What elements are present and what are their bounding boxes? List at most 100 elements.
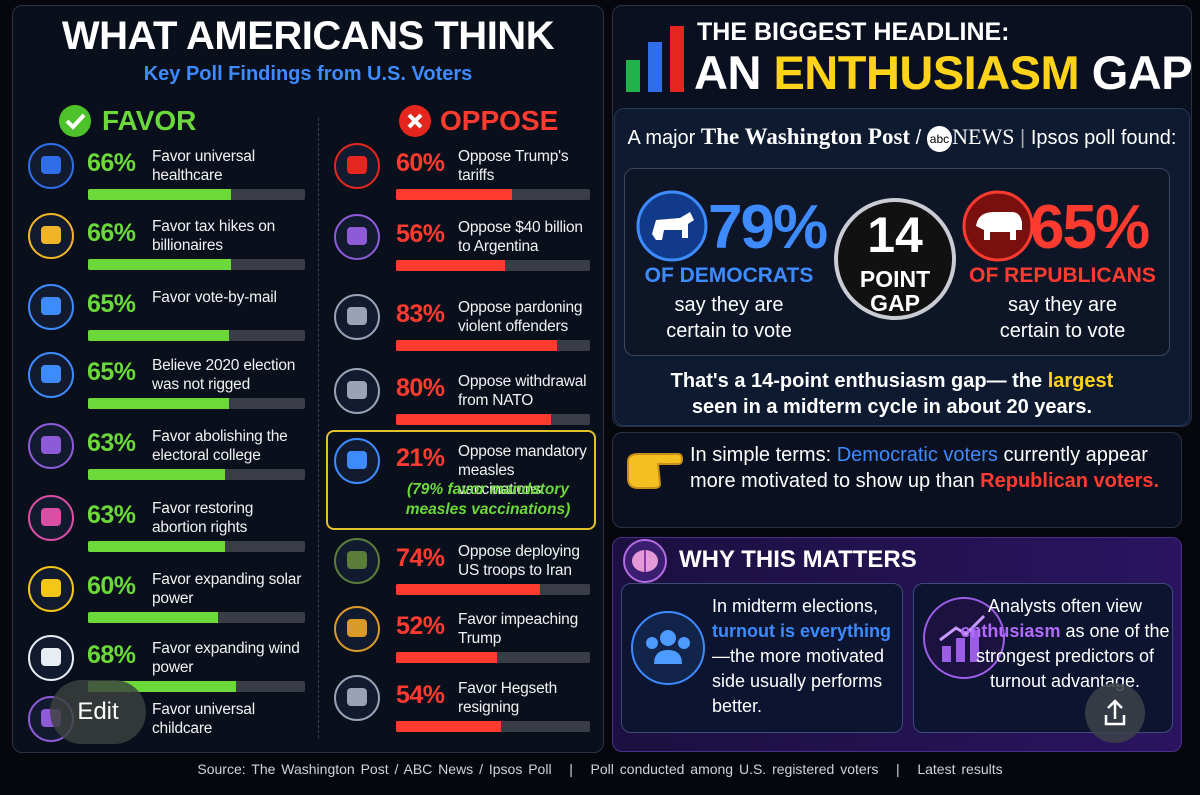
favor-header: FAVOR bbox=[102, 105, 197, 136]
row-icon-glyph bbox=[41, 297, 61, 315]
row-label: Favor universal healthcare bbox=[152, 148, 255, 184]
share-button[interactable] bbox=[1085, 683, 1145, 743]
bar-track bbox=[88, 612, 305, 623]
footer-source: Source: The Washington Post / ABC News /… bbox=[197, 761, 552, 777]
why-header: WHY THIS MATTERS bbox=[679, 546, 917, 573]
footer: Source: The Washington Post / ABC News /… bbox=[0, 761, 1200, 777]
republican-icon bbox=[962, 190, 1034, 262]
row-label: Favor abolishing the electoral college bbox=[152, 428, 288, 464]
left-title: WHAT AMERICANS THINK bbox=[61, 14, 555, 58]
footer-status: Latest results bbox=[917, 761, 1003, 777]
row-label: Favor Hegseth resigning bbox=[458, 680, 558, 716]
simple-rep: Republican voters. bbox=[980, 470, 1160, 492]
bar-track bbox=[88, 330, 305, 341]
bar bbox=[396, 340, 558, 351]
bar bbox=[88, 330, 230, 341]
bar-track bbox=[396, 189, 590, 200]
highlight-box bbox=[326, 430, 596, 530]
left-panel bbox=[12, 5, 604, 753]
brain-icon bbox=[623, 539, 667, 583]
row-icon-glyph bbox=[41, 579, 61, 597]
gap-circle bbox=[834, 198, 956, 320]
row-icon-glyph bbox=[347, 688, 367, 706]
statement-part1: That's a 14-point enthusiasm gap— the bbox=[670, 370, 1043, 392]
footer-method: Poll conducted among U.S. registered vot… bbox=[590, 761, 879, 777]
row-percent: 68% bbox=[87, 641, 136, 669]
row-icon bbox=[28, 213, 74, 259]
share-icon bbox=[1104, 699, 1126, 726]
poll-slash: / bbox=[915, 127, 922, 149]
row-label: Favor impeaching Trump bbox=[458, 611, 578, 647]
democrats-percent: 79% bbox=[708, 193, 828, 262]
row-icon-glyph bbox=[41, 508, 61, 526]
simple-lead: In simple terms: bbox=[690, 444, 832, 466]
people-icon bbox=[631, 611, 705, 685]
row-percent: 54% bbox=[396, 681, 445, 709]
poll-abc: abc bbox=[926, 125, 953, 152]
bar bbox=[88, 469, 225, 480]
bar-track bbox=[396, 721, 590, 732]
row-label: Favor expanding solar power bbox=[152, 571, 302, 607]
column-divider bbox=[318, 118, 319, 738]
row-note: (79% favor mandatory measles vaccination… bbox=[405, 481, 571, 518]
row-label: Believe 2020 election was not rigged bbox=[152, 357, 296, 393]
row-percent: 63% bbox=[87, 429, 136, 457]
why-left-part1: In midterm elections, bbox=[712, 596, 879, 616]
row-label: Oppose Trump's tariffs bbox=[458, 148, 569, 184]
row-percent: 56% bbox=[396, 220, 445, 248]
headline-highlight: ENTHUSIASM bbox=[773, 46, 1080, 99]
bar-track bbox=[396, 260, 590, 271]
row-label: Oppose withdrawal from NATO bbox=[458, 373, 587, 409]
why-right-highlight: enthusiasm bbox=[960, 621, 1061, 641]
row-icon-glyph bbox=[347, 451, 367, 469]
row-label: Favor vote-by-mail bbox=[152, 289, 277, 306]
bar bbox=[88, 189, 232, 200]
headline: AN ENTHUSIASM GAP bbox=[694, 45, 1193, 100]
headline-prefix: AN bbox=[694, 46, 761, 99]
row-icon-glyph bbox=[41, 648, 61, 666]
bar bbox=[88, 541, 225, 552]
row-icon-glyph bbox=[347, 307, 367, 325]
bar bbox=[88, 259, 232, 270]
row-percent: 65% bbox=[87, 358, 136, 386]
why-left-text: In midterm elections, turnout is everyth… bbox=[712, 594, 892, 719]
row-label: Oppose $40 billion to Argentina bbox=[458, 219, 583, 255]
row-icon-glyph bbox=[41, 365, 61, 383]
footer-sep: | bbox=[896, 761, 900, 777]
row-percent: 83% bbox=[396, 300, 445, 328]
left-subtitle: Key Poll Findings from U.S. Voters bbox=[143, 63, 473, 85]
row-label: Favor universal childcare bbox=[152, 701, 255, 737]
statement-highlight: largest bbox=[1047, 370, 1114, 392]
row-icon-glyph bbox=[347, 227, 367, 245]
simple-mid: currently appear more motivated to show … bbox=[690, 444, 1148, 492]
bar-track bbox=[396, 652, 590, 663]
republicans-percent: 65% bbox=[1030, 193, 1150, 262]
bar-track bbox=[88, 681, 305, 692]
poll-bar: | bbox=[1020, 127, 1026, 149]
bar-track bbox=[88, 259, 305, 270]
edit-button[interactable]: Edit bbox=[50, 680, 146, 744]
row-percent: 60% bbox=[396, 149, 445, 177]
bar bbox=[396, 260, 505, 271]
footer-sep: | bbox=[569, 761, 573, 777]
bar-track bbox=[396, 584, 590, 595]
simple-dem: Democratic voters bbox=[836, 444, 998, 466]
democrat-icon bbox=[636, 190, 708, 262]
bar-track bbox=[88, 398, 305, 409]
bar bbox=[396, 721, 501, 732]
headline-kicker: THE BIGGEST HEADLINE: bbox=[697, 18, 1010, 46]
row-icon-glyph bbox=[347, 619, 367, 637]
row-percent: 52% bbox=[396, 612, 445, 640]
row-percent: 80% bbox=[396, 374, 445, 402]
poll-paper: The Washington Post bbox=[700, 124, 911, 149]
why-left-part2: —the more motivated side usually perform… bbox=[712, 646, 885, 716]
poll-tail: Ipsos poll found: bbox=[1030, 127, 1177, 149]
gap-number: 14 bbox=[867, 207, 923, 263]
row-label: Favor tax hikes on billionaires bbox=[152, 218, 276, 254]
poll-news: NEWS bbox=[952, 124, 1015, 149]
favor-check-icon bbox=[59, 105, 91, 137]
bar bbox=[88, 612, 219, 623]
